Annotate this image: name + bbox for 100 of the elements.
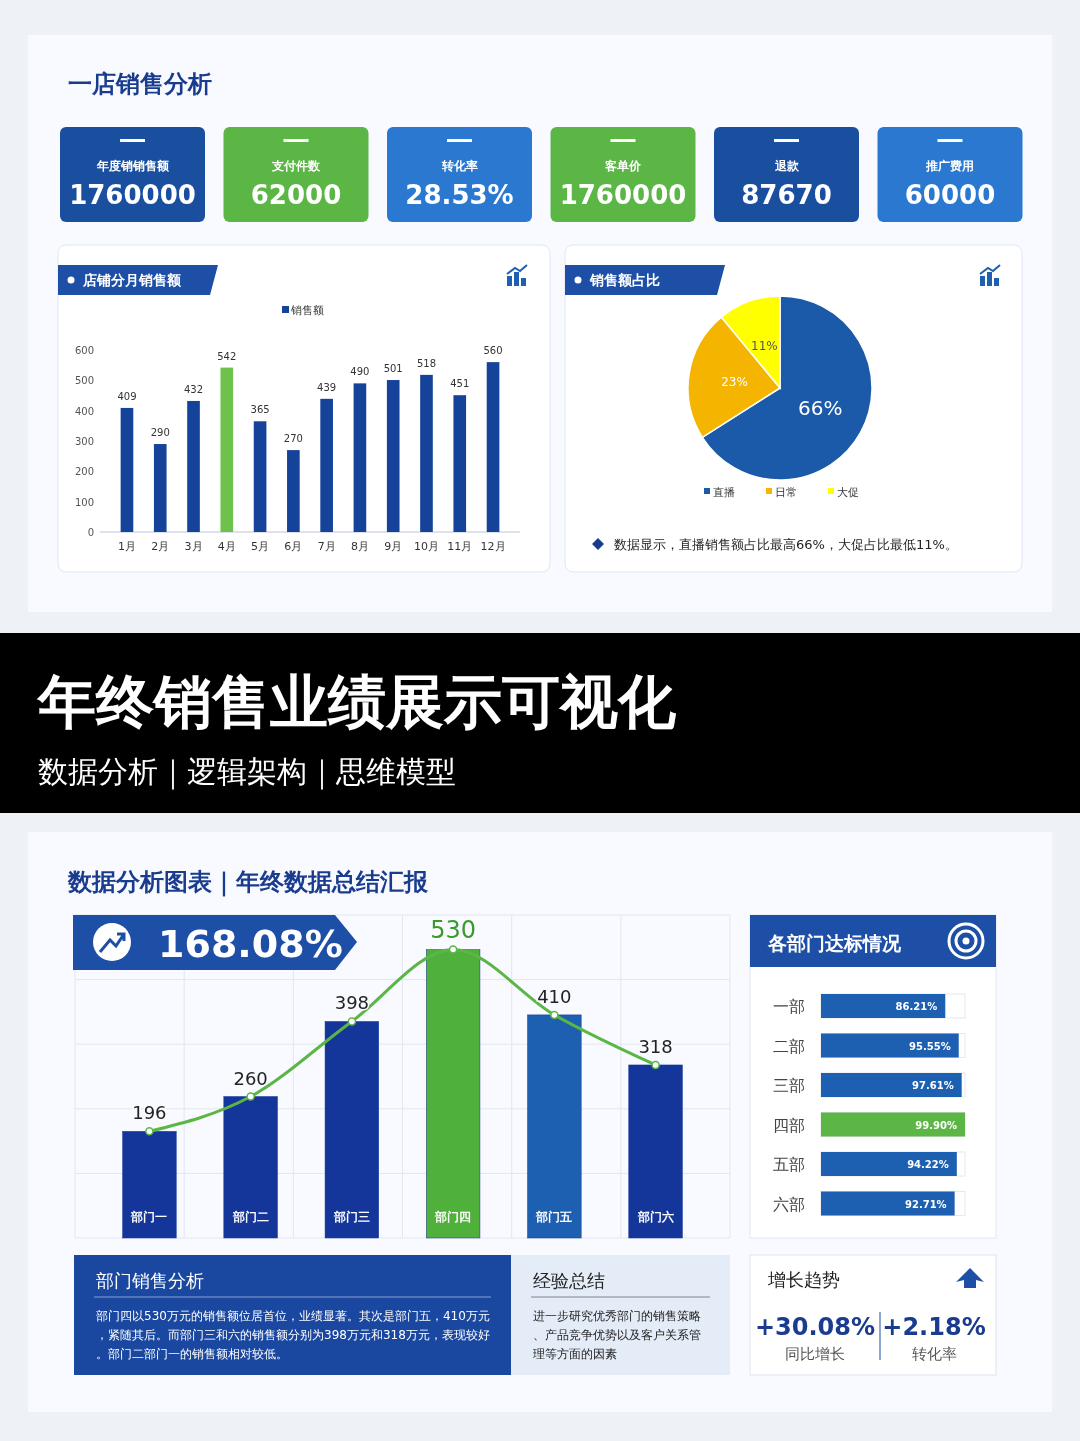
data-label: 99.90% <box>915 1119 957 1131</box>
text: 增长趋势 <box>767 1269 840 1290</box>
data-label: 94.22% <box>907 1159 949 1170</box>
bar <box>122 1131 177 1239</box>
y-tick-label: 500 <box>74 375 94 387</box>
bar <box>486 362 500 532</box>
x-tick-label: 部门二 <box>231 1210 269 1224</box>
x-tick-label: 9月 <box>384 540 403 553</box>
text: 62000 <box>250 180 342 210</box>
x-tick-label: 6月 <box>284 540 303 553</box>
category-label: 转化率 <box>911 1345 957 1363</box>
data-label: 92.71% <box>904 1198 947 1210</box>
text: 数据显示，直播销售额占比最高66%，大促占比最低11%。 <box>614 537 958 552</box>
category-label: 推广费用 <box>925 159 974 173</box>
data-label: 501 <box>383 363 403 375</box>
data-label: 86.21% <box>895 1001 938 1012</box>
point <box>550 1010 559 1020</box>
y-tick-label: 一部 <box>773 997 805 1016</box>
data-label: 11% <box>751 338 778 353</box>
data-label: 66% <box>798 396 843 421</box>
x-tick-label: 5月 <box>251 540 270 553</box>
data-label: 398 <box>334 992 370 1014</box>
x-tick-label: 部门三 <box>332 1210 370 1224</box>
category-label: 退款 <box>773 159 800 173</box>
bar <box>153 444 167 532</box>
bar <box>426 949 481 1239</box>
y-tick-label: 五部 <box>773 1155 805 1174</box>
data-label: 365 <box>250 404 270 416</box>
x-tick-label: 4月 <box>217 540 236 553</box>
category-label: 转化率 <box>440 159 478 173</box>
text: 部门四以530万元的销售额位居首位，业绩显著。其次是部门五，410万元，紧随其后。而部门三和六的销售额分别为398万元和318万元，表现较好。部门二部门一的销售额相对较低。 <box>96 1309 490 1361</box>
category-label: 年度销销售额 <box>95 159 170 173</box>
point <box>651 1060 660 1070</box>
y-tick-label: 400 <box>74 405 94 417</box>
legend-label: 销售额 <box>290 304 324 317</box>
point <box>246 1092 255 1101</box>
x-tick-label: 部门一 <box>130 1210 168 1224</box>
data-label: 560 <box>483 345 503 357</box>
text: 部门销售分析 <box>96 1270 204 1291</box>
legend-label: 直播 <box>713 486 735 499</box>
bar <box>353 383 367 532</box>
bar <box>324 1021 379 1239</box>
data-label: 196 <box>132 1102 167 1124</box>
text: 1760000 <box>69 180 196 210</box>
chart-title: 各部门达标情况 <box>767 932 902 954</box>
x-tick-label: 部门六 <box>636 1210 674 1224</box>
y-tick-label: 300 <box>74 436 94 447</box>
bar <box>253 421 267 532</box>
bar <box>320 398 333 532</box>
annotation: 168.08% <box>158 922 343 966</box>
y-tick-label: 200 <box>74 466 94 478</box>
y-tick-label: 二部 <box>773 1036 805 1056</box>
legend-label: 大促 <box>837 486 859 499</box>
text: 1760000 <box>559 180 687 210</box>
bar <box>220 367 234 532</box>
data-label: 97.61% <box>912 1080 954 1091</box>
chart-title: 数据分析图表｜年终数据总结汇报 <box>67 868 429 897</box>
data-label: 260 <box>233 1067 268 1089</box>
x-tick-label: 8月 <box>350 540 369 553</box>
x-tick-label: 2月 <box>151 540 170 553</box>
point <box>145 1127 154 1136</box>
data-label: 410 <box>537 985 572 1007</box>
text: 进一步研究优秀部门的销售策略、产品竞争优势以及客户关系管理等方面的因素 <box>533 1309 701 1361</box>
y-tick-label: 100 <box>74 496 94 508</box>
bar <box>453 395 467 532</box>
data-label: 409 <box>117 390 137 402</box>
bar <box>527 1014 582 1239</box>
x-tick-label: 12月 <box>480 540 506 553</box>
text: +30.08% <box>754 1313 876 1341</box>
point <box>347 1017 357 1026</box>
data-label: 439 <box>317 381 337 393</box>
bar <box>386 380 400 532</box>
bar <box>628 1064 683 1239</box>
bar <box>187 400 200 532</box>
x-tick-label: 部门四 <box>434 1210 472 1224</box>
data-label: 23% <box>721 374 748 389</box>
data-label: 95.55% <box>909 1040 951 1052</box>
y-tick-label: 三部 <box>773 1076 805 1095</box>
text: 60000 <box>904 180 996 210</box>
bar <box>120 407 134 532</box>
text: 经验总结 <box>533 1270 605 1291</box>
data-label: 290 <box>150 427 170 439</box>
category-label: 支付件数 <box>271 159 321 173</box>
data-label: 518 <box>416 357 437 369</box>
data-label: 270 <box>283 433 303 445</box>
chart-title: 销售额占比 <box>589 272 660 288</box>
y-tick-label: 600 <box>74 345 94 356</box>
x-tick-label: 7月 <box>317 540 336 553</box>
legend-label: 日常 <box>775 486 797 499</box>
y-tick-label: 六部 <box>773 1194 805 1214</box>
x-tick-label: 3月 <box>184 540 203 553</box>
text: 一店销售分析 <box>68 70 212 98</box>
data-label: 490 <box>350 366 370 378</box>
x-tick-label: 11月 <box>447 540 473 553</box>
bar <box>420 374 433 532</box>
bar <box>287 450 300 532</box>
text: 87670 <box>741 180 832 210</box>
category-label: 客单价 <box>604 159 642 173</box>
text: +2.18% <box>882 1313 986 1341</box>
x-tick-label: 部门五 <box>535 1210 573 1224</box>
